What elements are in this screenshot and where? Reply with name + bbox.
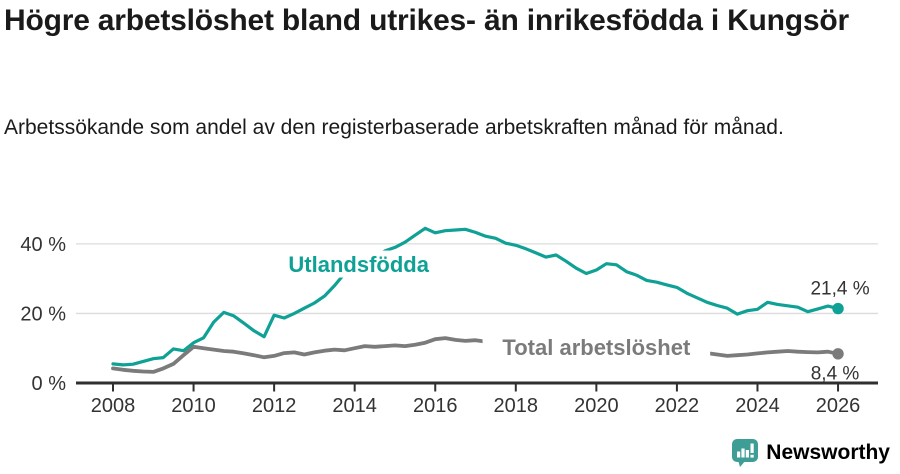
x-tick-label: 2022 <box>655 395 700 417</box>
chart-subtitle: Arbetssökande som andel av den registerb… <box>4 116 784 139</box>
series-end-dot <box>832 348 844 360</box>
x-tick-label: 2016 <box>413 395 458 417</box>
newsworthy-logo-icon <box>732 439 759 467</box>
y-tick-label: 20 % <box>20 303 66 325</box>
end-value-label: 8,4 % <box>811 363 860 384</box>
x-tick-label: 2008 <box>91 395 136 417</box>
series-line-utlandsfodda <box>111 226 840 367</box>
x-tick-label: 2014 <box>332 395 377 417</box>
series-label-halo <box>281 250 436 278</box>
x-tick-label: 2024 <box>735 395 780 417</box>
y-tick-label: 40 % <box>20 234 66 256</box>
brand-name: Newsworthy <box>766 441 890 464</box>
series-label-halo <box>482 333 711 361</box>
series-label: Utlandsfödda <box>288 252 429 277</box>
x-tick-label: 2026 <box>816 395 861 417</box>
x-tick-label: 2010 <box>171 395 216 417</box>
end-value-label: 21,4 % <box>810 279 869 300</box>
x-tick-label: 2012 <box>252 395 297 417</box>
page-title: Högre arbetslöshet bland utrikes- än inr… <box>4 4 850 37</box>
y-tick-label: 0 % <box>32 373 67 395</box>
series-end-dot <box>832 302 844 315</box>
x-tick-label: 2018 <box>494 395 539 417</box>
brand-logo-link[interactable]: Newsworthy <box>731 438 890 468</box>
series-line-total-arbetsloshet <box>111 336 840 374</box>
x-tick-label: 2020 <box>574 395 619 417</box>
series-label: Total arbetslöshet <box>502 335 691 360</box>
